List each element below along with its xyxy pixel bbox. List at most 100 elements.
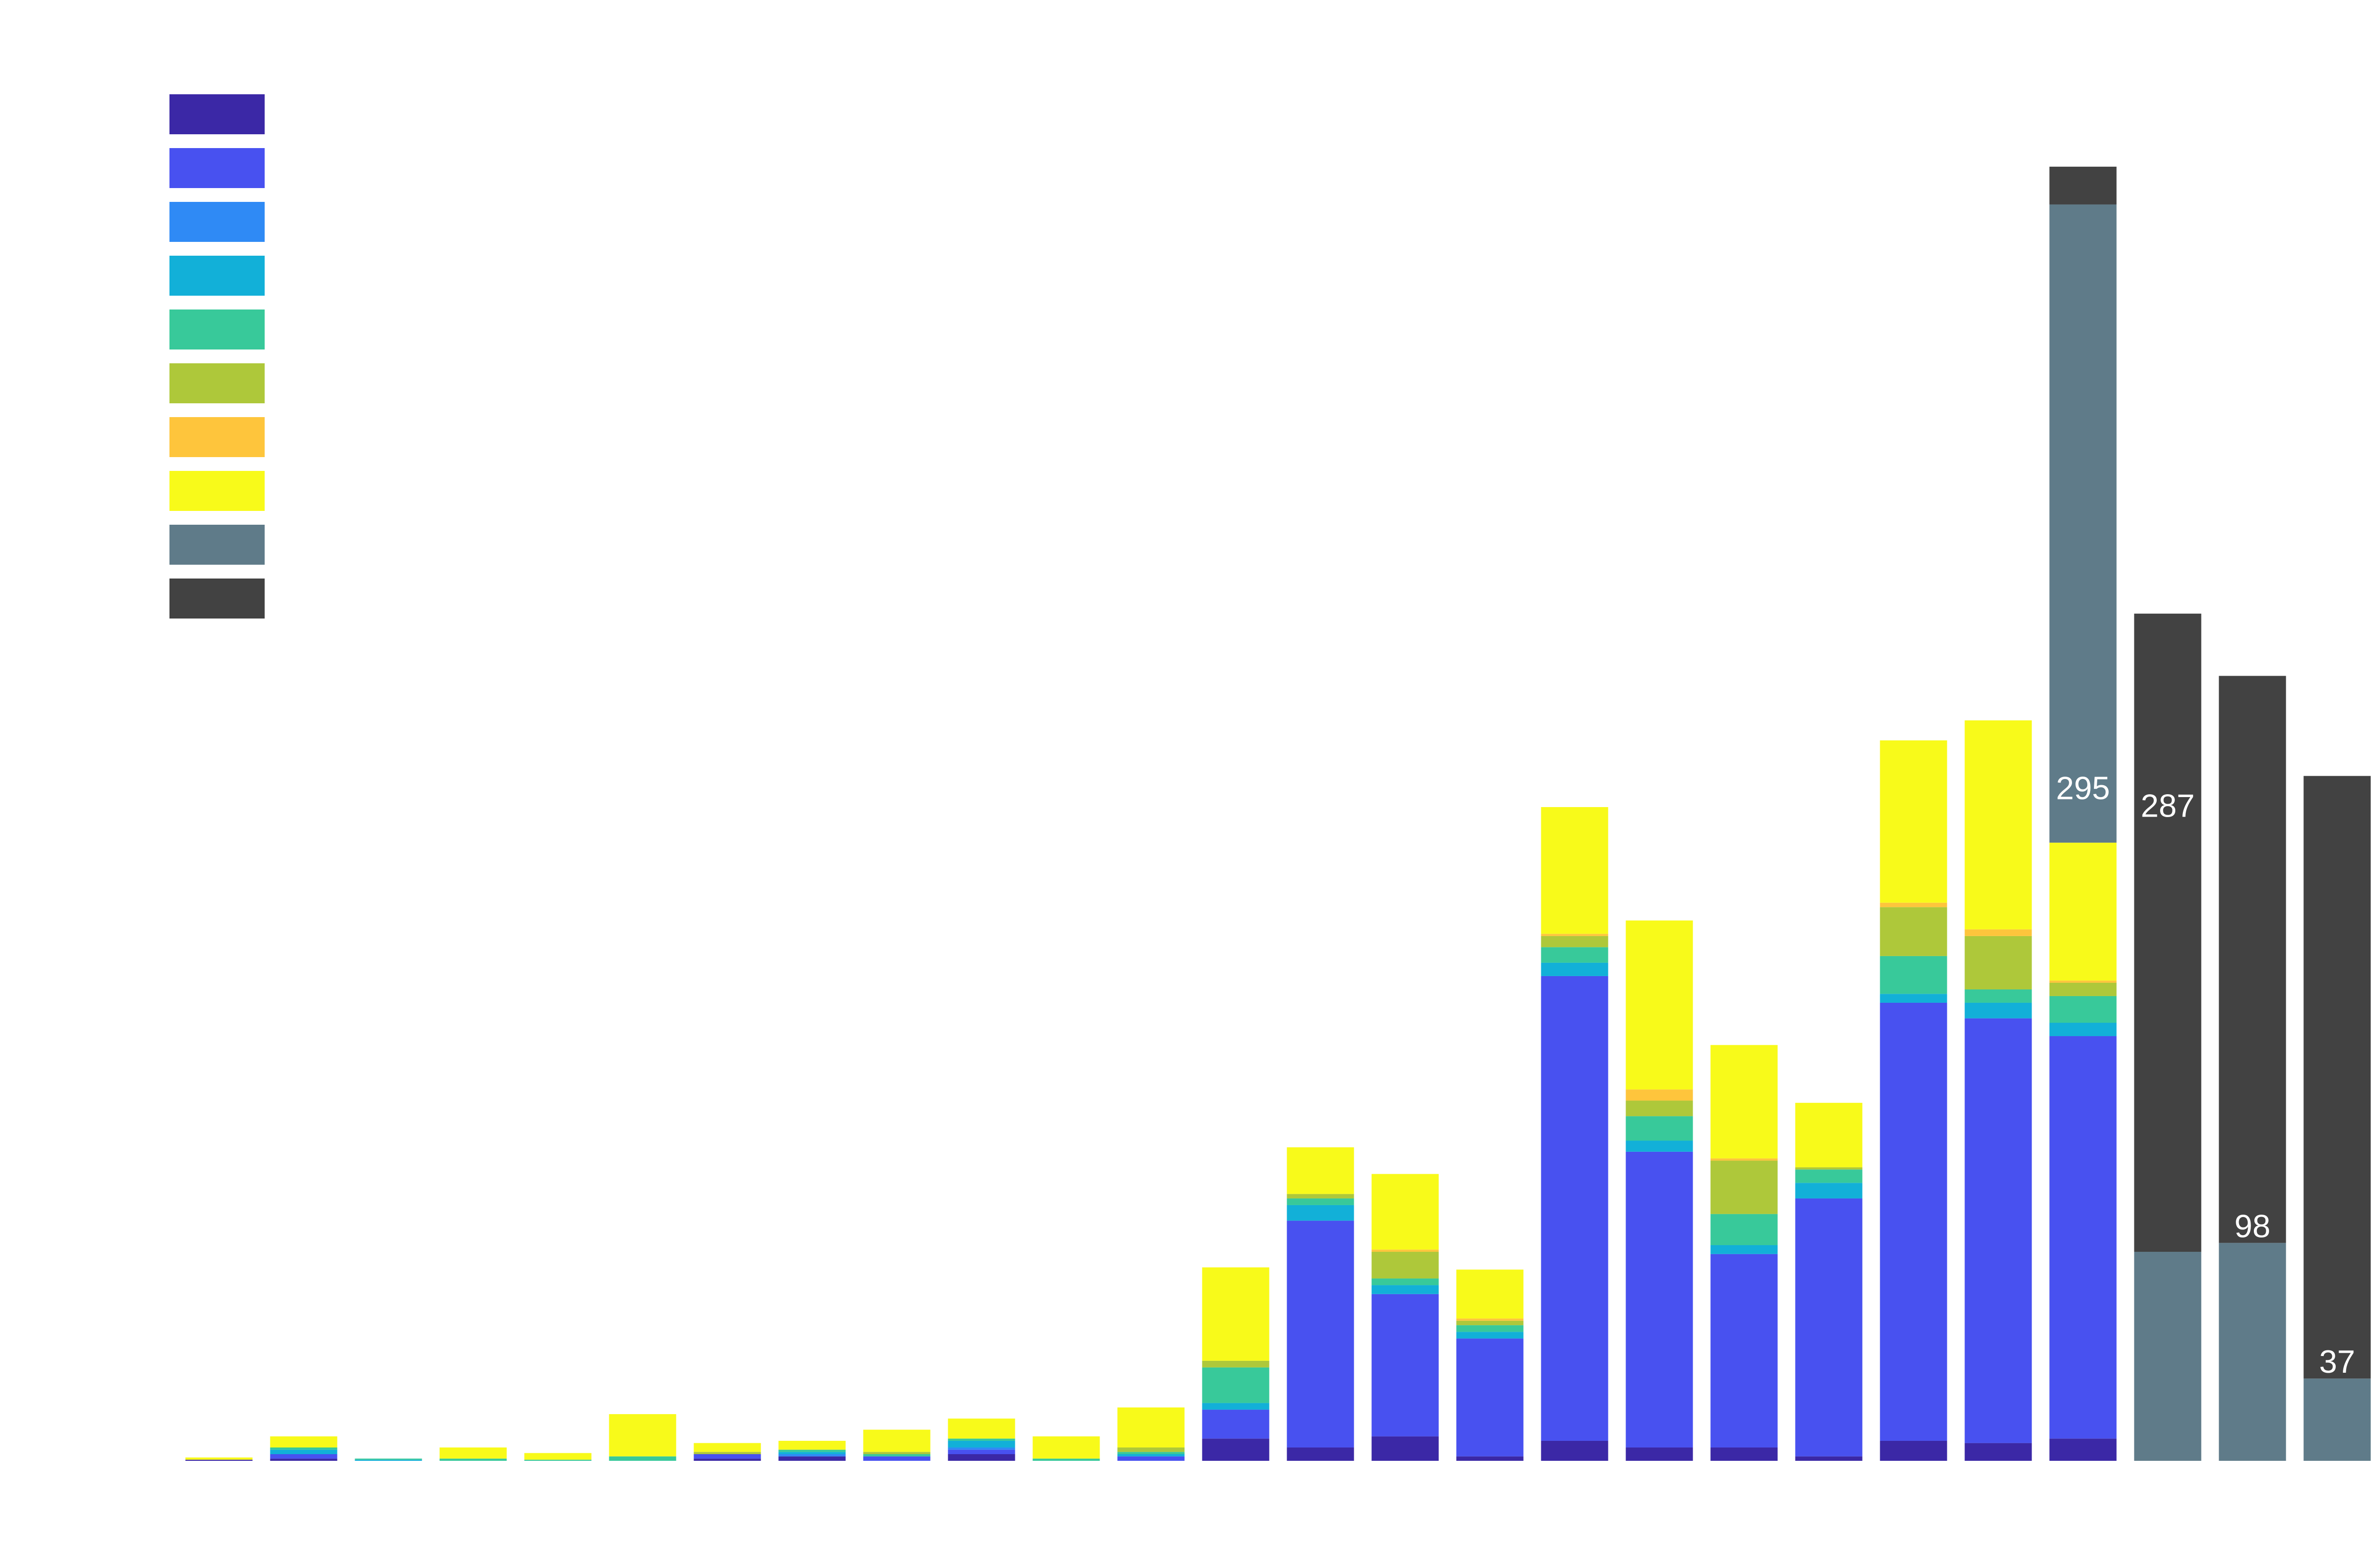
bar-segment (1795, 1456, 1863, 1461)
bar-segment (1541, 936, 1608, 948)
bar-segment (778, 1456, 846, 1461)
bar-segment (2049, 204, 2117, 843)
legend-swatch (169, 256, 265, 296)
bar-segment (1964, 1002, 2032, 1018)
bar-segment (1287, 1198, 1354, 1205)
bar-segment (863, 1452, 931, 1454)
bar-segment (270, 1454, 337, 1459)
bar-segment (270, 1447, 337, 1450)
bar-segment (609, 1414, 676, 1457)
bar-segment (1541, 962, 1608, 976)
bar-segment (185, 1457, 253, 1460)
bar-segment (1880, 1440, 1947, 1461)
data-label: 98 (2234, 1208, 2271, 1244)
bar-segment (2049, 996, 2117, 1023)
bar-segment (1456, 1269, 1524, 1319)
bar-segment (1795, 1183, 1863, 1198)
bar-segment (1202, 1367, 1269, 1403)
bar-segment (1371, 1436, 1439, 1461)
bar-segment (1626, 1116, 1693, 1141)
bar-segment (1880, 994, 1947, 1003)
data-label: 37 (2319, 1344, 2355, 1380)
bar-segment (2219, 676, 2286, 1243)
bar-segment (1287, 1194, 1354, 1198)
bar-segment (1202, 1403, 1269, 1410)
bar-segment (1626, 920, 1693, 1090)
legend-swatch (169, 579, 265, 619)
bar-segment (1456, 1332, 1524, 1339)
bar-segment (1287, 1205, 1354, 1221)
bar-segment (1371, 1252, 1439, 1279)
legend-swatch (169, 148, 265, 188)
bar-segment (863, 1454, 931, 1457)
bar-segment (1117, 1447, 1185, 1452)
bar-segment (1880, 902, 1947, 908)
legend-swatch (169, 417, 265, 457)
bar-segment (2049, 1438, 2117, 1461)
bar-segment (1795, 1169, 1863, 1183)
bar-segment (1964, 1443, 2032, 1461)
bar-segment (1626, 1151, 1693, 1447)
bar-segment (1626, 1100, 1693, 1117)
bar-segment (609, 1456, 676, 1461)
bar-segment (185, 1459, 253, 1461)
bar-segment (948, 1447, 1015, 1450)
bar-segment (1626, 1447, 1693, 1461)
bar-segment (2219, 1243, 2286, 1461)
bar-segment (1541, 947, 1608, 963)
bar-segment (1032, 1458, 1100, 1461)
bar-segment (1371, 1294, 1439, 1437)
bar-segment (270, 1436, 337, 1447)
bar-segment (1710, 1447, 1778, 1461)
bar-segment (948, 1454, 1015, 1461)
bar-segment (2049, 167, 2117, 205)
legend-swatch (169, 525, 265, 565)
bar-segment (1541, 1440, 1608, 1461)
bar-segment (1371, 1174, 1439, 1250)
legend-swatch (169, 309, 265, 349)
bar-segment (948, 1449, 1015, 1454)
bar-segment (1456, 1325, 1524, 1332)
bar-segment (1880, 740, 1947, 903)
bar-segment (2049, 1023, 2117, 1037)
data-label: 287 (2141, 788, 2194, 824)
bar-segment (1795, 1103, 1863, 1168)
bar-segment (1202, 1267, 1269, 1361)
bar-segment (270, 1449, 337, 1454)
bar-segment (1964, 936, 2032, 989)
bar-segment (439, 1447, 507, 1459)
bar-segment (2134, 1252, 2202, 1461)
legend-swatch (169, 202, 265, 242)
bar-segment (1541, 807, 1608, 934)
bar-segment (1710, 1254, 1778, 1447)
bar-segment (1710, 1045, 1778, 1158)
legend-swatch (169, 363, 265, 403)
bar-segment (1541, 934, 1608, 936)
bar-segment (1371, 1249, 1439, 1252)
bar-segment (1964, 1018, 2032, 1443)
bar-segment (1117, 1452, 1185, 1454)
bar-segment (2049, 842, 2117, 981)
bar-segment (439, 1458, 507, 1461)
bar-segment (1117, 1407, 1185, 1447)
bar-segment (270, 1458, 337, 1461)
bar-segment (1456, 1338, 1524, 1457)
legend-swatch (169, 471, 265, 511)
bar-segment (1117, 1454, 1185, 1457)
bar-segment (524, 1453, 592, 1460)
bar-segment (1202, 1360, 1269, 1367)
bar-segment (1880, 956, 1947, 994)
legend-swatch (169, 94, 265, 134)
bar-segment (1202, 1438, 1269, 1461)
bar-segment (1287, 1147, 1354, 1194)
bar-segment (694, 1458, 761, 1461)
bar-segment (778, 1454, 846, 1457)
bar-segment (2303, 1378, 2371, 1461)
bar-segment (863, 1429, 931, 1452)
bar-segment (948, 1440, 1015, 1447)
bar-segment (778, 1449, 846, 1452)
bar-segment (1964, 929, 2032, 936)
bar-segment (1626, 1089, 1693, 1101)
